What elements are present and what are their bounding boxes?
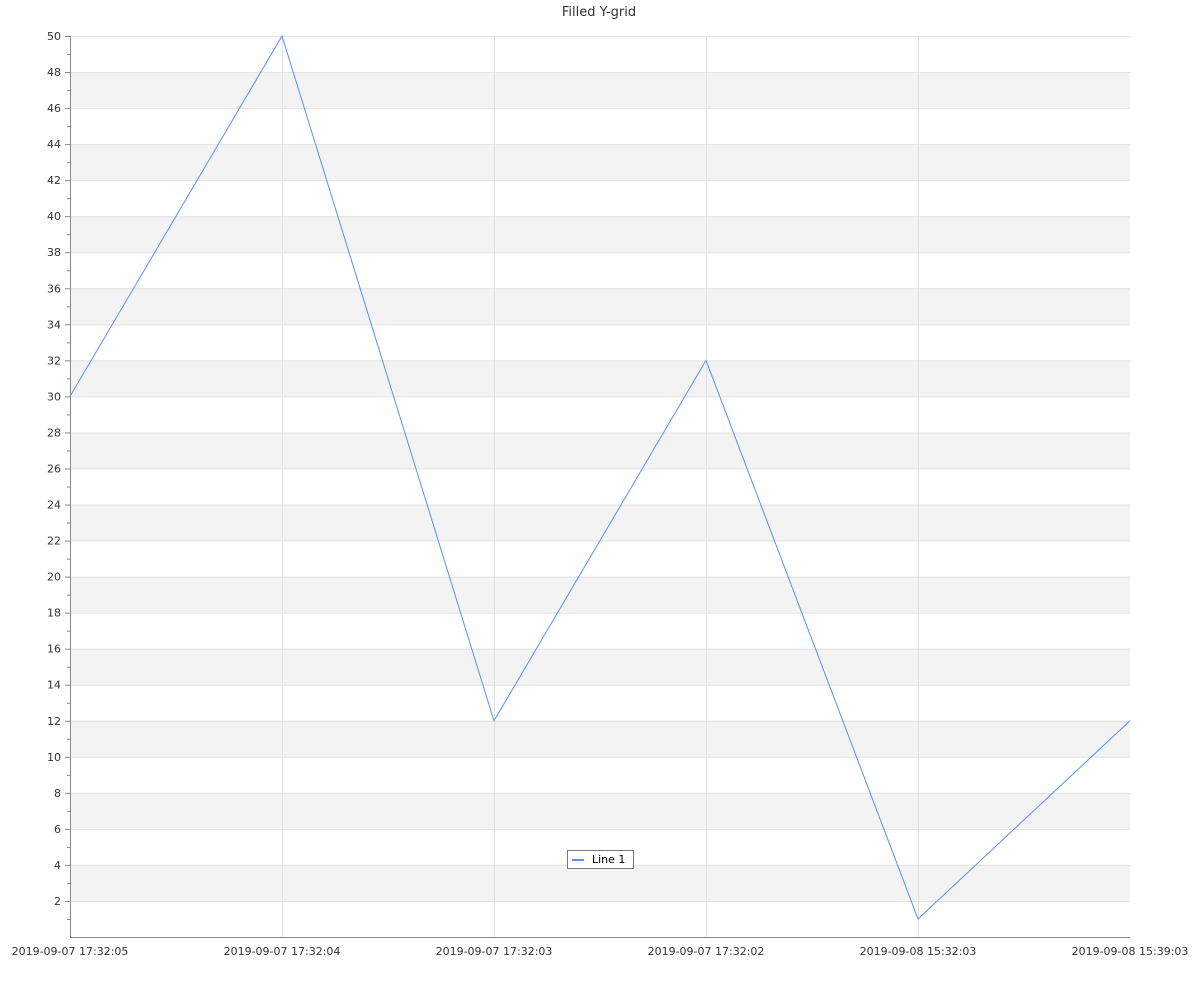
y-tick-label: 14 [47, 679, 61, 692]
grid-band [70, 288, 1130, 324]
y-tick-label: 46 [47, 102, 61, 115]
x-tick-label: 2019-09-07 17:32:02 [648, 945, 765, 958]
y-tick-label: 34 [47, 318, 61, 331]
y-tick-label: 36 [47, 282, 61, 295]
grid-band [70, 577, 1130, 613]
x-tick-label: 2019-09-08 15:32:03 [860, 945, 977, 958]
y-tick-label: 20 [47, 571, 61, 584]
x-tick-label: 2019-09-07 17:32:03 [436, 945, 553, 958]
y-tick-label: 38 [47, 246, 61, 259]
x-tick-label: 2019-09-07 17:32:05 [12, 945, 129, 958]
y-tick-label: 30 [47, 390, 61, 403]
y-tick-label: 48 [47, 66, 61, 79]
y-tick-label: 44 [47, 138, 61, 151]
y-tick-label: 18 [47, 607, 61, 620]
grid-band [70, 793, 1130, 829]
grid-band [70, 649, 1130, 685]
y-tick-label: 4 [54, 859, 61, 872]
y-tick-label: 6 [54, 823, 61, 836]
x-tick-label: 2019-09-08 15:39:03 [1072, 945, 1189, 958]
y-tick-label: 26 [47, 462, 61, 475]
grid-band [70, 72, 1130, 108]
y-tick-label: 32 [47, 354, 61, 367]
grid-band [70, 721, 1130, 757]
grid-band [70, 216, 1130, 252]
legend-label: Line 1 [592, 853, 625, 866]
y-tick-label: 24 [47, 499, 61, 512]
y-tick-label: 28 [47, 426, 61, 439]
grid-band [70, 865, 1130, 901]
chart-title: Filled Y-grid [562, 5, 636, 20]
y-tick-label: 8 [54, 787, 61, 800]
grid-band [70, 360, 1130, 396]
y-tick-label: 2 [54, 895, 61, 908]
legend: Line 1 [568, 851, 634, 869]
x-tick-label: 2019-09-07 17:32:04 [224, 945, 341, 958]
y-tick-label: 16 [47, 643, 61, 656]
y-tick-label: 12 [47, 715, 61, 728]
y-tick-label: 40 [47, 210, 61, 223]
y-tick-label: 22 [47, 535, 61, 548]
y-tick-label: 42 [47, 174, 61, 187]
grid-band [70, 505, 1130, 541]
y-tick-label: 10 [47, 751, 61, 764]
y-tick-label: 50 [47, 30, 61, 43]
grid-band [70, 432, 1130, 468]
grid-band [70, 144, 1130, 180]
